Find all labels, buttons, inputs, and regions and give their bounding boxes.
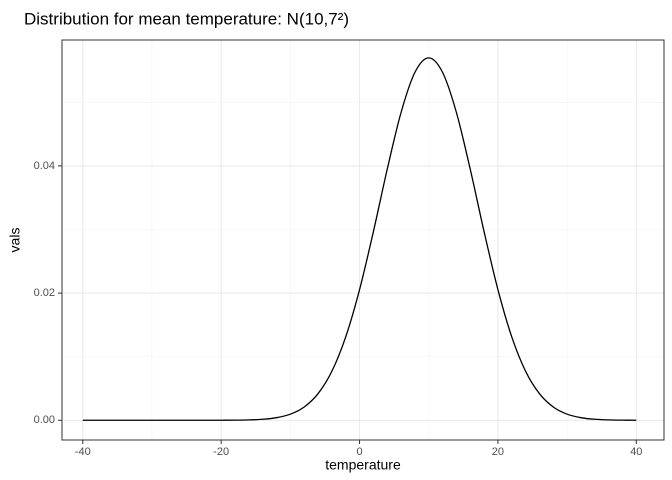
panel-border [61, 39, 665, 441]
x-axis-title: temperature [325, 457, 401, 473]
x-tick-label: 40 [630, 446, 642, 458]
x-tick-label: -20 [213, 446, 229, 458]
y-tick-label: 0.04 [34, 160, 55, 172]
y-axis-title: vals [7, 228, 23, 253]
y-tick-label: 0.00 [34, 414, 55, 426]
density-line [82, 57, 637, 421]
chart-title: Distribution for mean temperature: N(10,… [24, 9, 349, 28]
x-tick-label: 20 [492, 446, 504, 458]
x-tick-label: 0 [356, 446, 362, 458]
y-tick-label: 0.02 [34, 287, 55, 299]
x-tick-label: -40 [75, 446, 91, 458]
